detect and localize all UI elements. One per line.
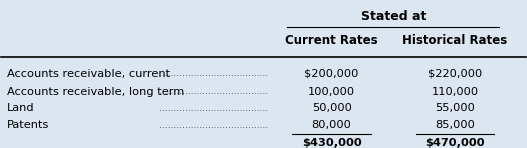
Text: 55,000: 55,000	[435, 103, 475, 113]
Text: $470,000: $470,000	[425, 138, 485, 148]
Text: 50,000: 50,000	[311, 103, 352, 113]
Text: ......................................: ......................................	[160, 104, 269, 113]
Text: Historical Rates: Historical Rates	[402, 34, 508, 46]
Text: Accounts receivable, current: Accounts receivable, current	[7, 69, 170, 79]
Text: 80,000: 80,000	[311, 120, 352, 130]
Text: $200,000: $200,000	[305, 69, 359, 79]
Text: Land: Land	[7, 103, 34, 113]
Text: Stated at: Stated at	[360, 10, 426, 23]
Text: 85,000: 85,000	[435, 120, 475, 130]
Text: Patents: Patents	[7, 120, 49, 130]
Text: 100,000: 100,000	[308, 87, 355, 96]
Text: Accounts receivable, long term: Accounts receivable, long term	[7, 87, 184, 96]
Text: ......................................: ......................................	[160, 121, 269, 130]
Text: Current Rates: Current Rates	[285, 34, 378, 46]
Text: $430,000: $430,000	[302, 138, 362, 148]
Text: $220,000: $220,000	[428, 69, 482, 79]
Text: ......................................: ......................................	[160, 69, 269, 78]
Text: ......................................: ......................................	[160, 87, 269, 96]
Text: 110,000: 110,000	[431, 87, 479, 96]
